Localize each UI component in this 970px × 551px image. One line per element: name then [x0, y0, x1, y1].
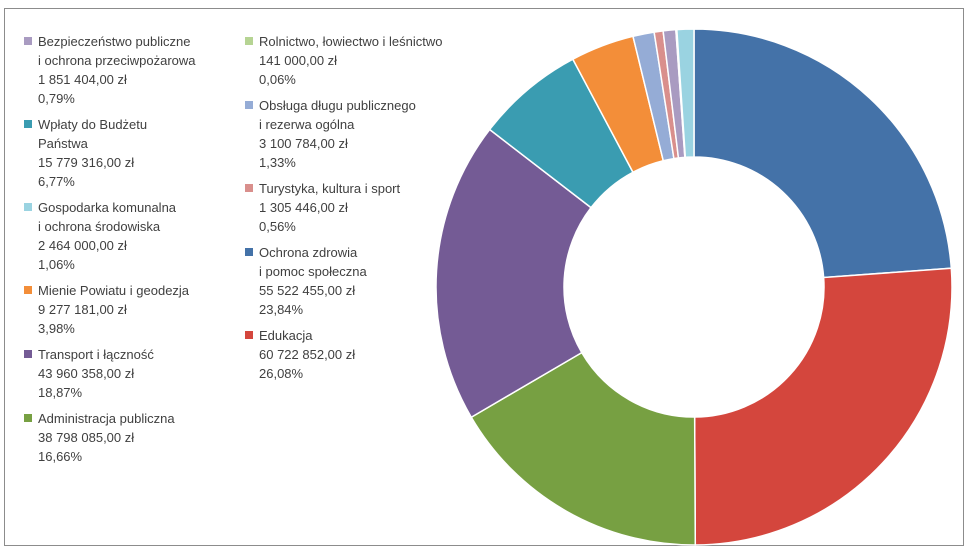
legend-item: Gospodarka komunalna i ochrona środowisk…	[24, 198, 196, 274]
legend-label: Ochrona zdrowia i pomoc społeczna	[259, 245, 367, 279]
legend-label: Transport i łączność	[38, 347, 154, 362]
legend-label: Administracja publiczna	[38, 411, 175, 426]
legend-swatch	[24, 286, 32, 294]
legend-item: Turystyka, kultura i sport 1 305 446,00 z…	[245, 179, 443, 236]
legend-right-column: Rolnictwo, łowiectwo i leśnictwo 141 000,…	[245, 32, 443, 390]
legend-amount: 141 000,00 zł	[259, 53, 338, 68]
legend-percent: 26,08%	[259, 366, 304, 381]
legend-item: Mienie Powiatu i geodezja 9 277 181,00 zł…	[24, 281, 196, 338]
legend-amount: 9 277 181,00 zł	[38, 302, 127, 317]
legend-swatch	[24, 37, 32, 45]
legend-percent: 18,87%	[38, 385, 83, 400]
legend-percent: 23,84%	[259, 302, 304, 317]
legend-swatch	[24, 120, 32, 128]
legend-item: Wpłaty do Budżetu Państwa 15 779 316,00 z…	[24, 115, 196, 191]
legend-swatch	[245, 331, 253, 339]
legend-item: Transport i łączność 43 960 358,00 zł 18,8…	[24, 345, 196, 402]
legend-item: Bezpieczeństwo publiczne i ochrona przec…	[24, 32, 196, 108]
legend-label: Bezpieczeństwo publiczne i ochrona przec…	[38, 34, 196, 68]
legend-item: Edukacja 60 722 852,00 zł 26,08%	[245, 326, 443, 383]
donut-slice	[435, 128, 593, 419]
legend-percent: 6,77%	[38, 174, 75, 189]
legend-amount: 2 464 000,00 zł	[38, 238, 127, 253]
legend-swatch	[24, 350, 32, 358]
legend-swatch	[245, 101, 253, 109]
legend-label: Gospodarka komunalna i ochrona środowisk…	[38, 200, 177, 234]
legend-swatch	[245, 37, 253, 45]
legend-percent: 1,06%	[38, 257, 75, 272]
legend-amount: 43 960 358,00 zł	[38, 366, 135, 381]
donut-slice	[693, 267, 953, 546]
legend-item: Ochrona zdrowia i pomoc społeczna 55 522 …	[245, 243, 443, 319]
legend-amount: 60 722 852,00 zł	[259, 347, 356, 362]
legend-item: Rolnictwo, łowiectwo i leśnictwo 141 000,…	[245, 32, 443, 89]
legend-swatch	[245, 248, 253, 256]
legend-label: Wpłaty do Budżetu Państwa	[38, 117, 148, 151]
legend-item: Administracja publiczna 38 798 085,00 zł 1…	[24, 409, 196, 466]
legend-swatch	[24, 414, 32, 422]
legend-amount: 55 522 455,00 zł	[259, 283, 356, 298]
legend-amount: 1 851 404,00 zł	[38, 72, 127, 87]
legend-percent: 1,33%	[259, 155, 296, 170]
legend-percent: 3,98%	[38, 321, 75, 336]
legend-percent: 0,79%	[38, 91, 75, 106]
legend-label: Mienie Powiatu i geodezja	[38, 283, 190, 298]
legend-swatch	[245, 184, 253, 192]
legend-label: Edukacja	[259, 328, 313, 343]
legend-amount: 15 779 316,00 zł	[38, 155, 135, 170]
legend-item: Obsługa długu publicznego i rezerwa ogól…	[245, 96, 443, 172]
legend-percent: 16,66%	[38, 449, 83, 464]
legend-percent: 0,06%	[259, 72, 296, 87]
legend-swatch	[24, 203, 32, 211]
donut-slice	[470, 351, 697, 546]
legend-left-column: Bezpieczeństwo publiczne i ochrona przec…	[24, 32, 196, 473]
legend-amount: 3 100 784,00 zł	[259, 136, 348, 151]
legend-label: Turystyka, kultura i sport	[259, 181, 401, 196]
legend-amount: 1 305 446,00 zł	[259, 200, 348, 215]
legend-percent: 0,56%	[259, 219, 296, 234]
legend-label: Rolnictwo, łowiectwo i leśnictwo	[259, 34, 443, 49]
donut-slice	[676, 28, 695, 159]
legend-label: Obsługa długu publicznego i rezerwa ogól…	[259, 98, 416, 132]
legend-amount: 38 798 085,00 zł	[38, 430, 135, 445]
donut-slice	[693, 28, 953, 279]
